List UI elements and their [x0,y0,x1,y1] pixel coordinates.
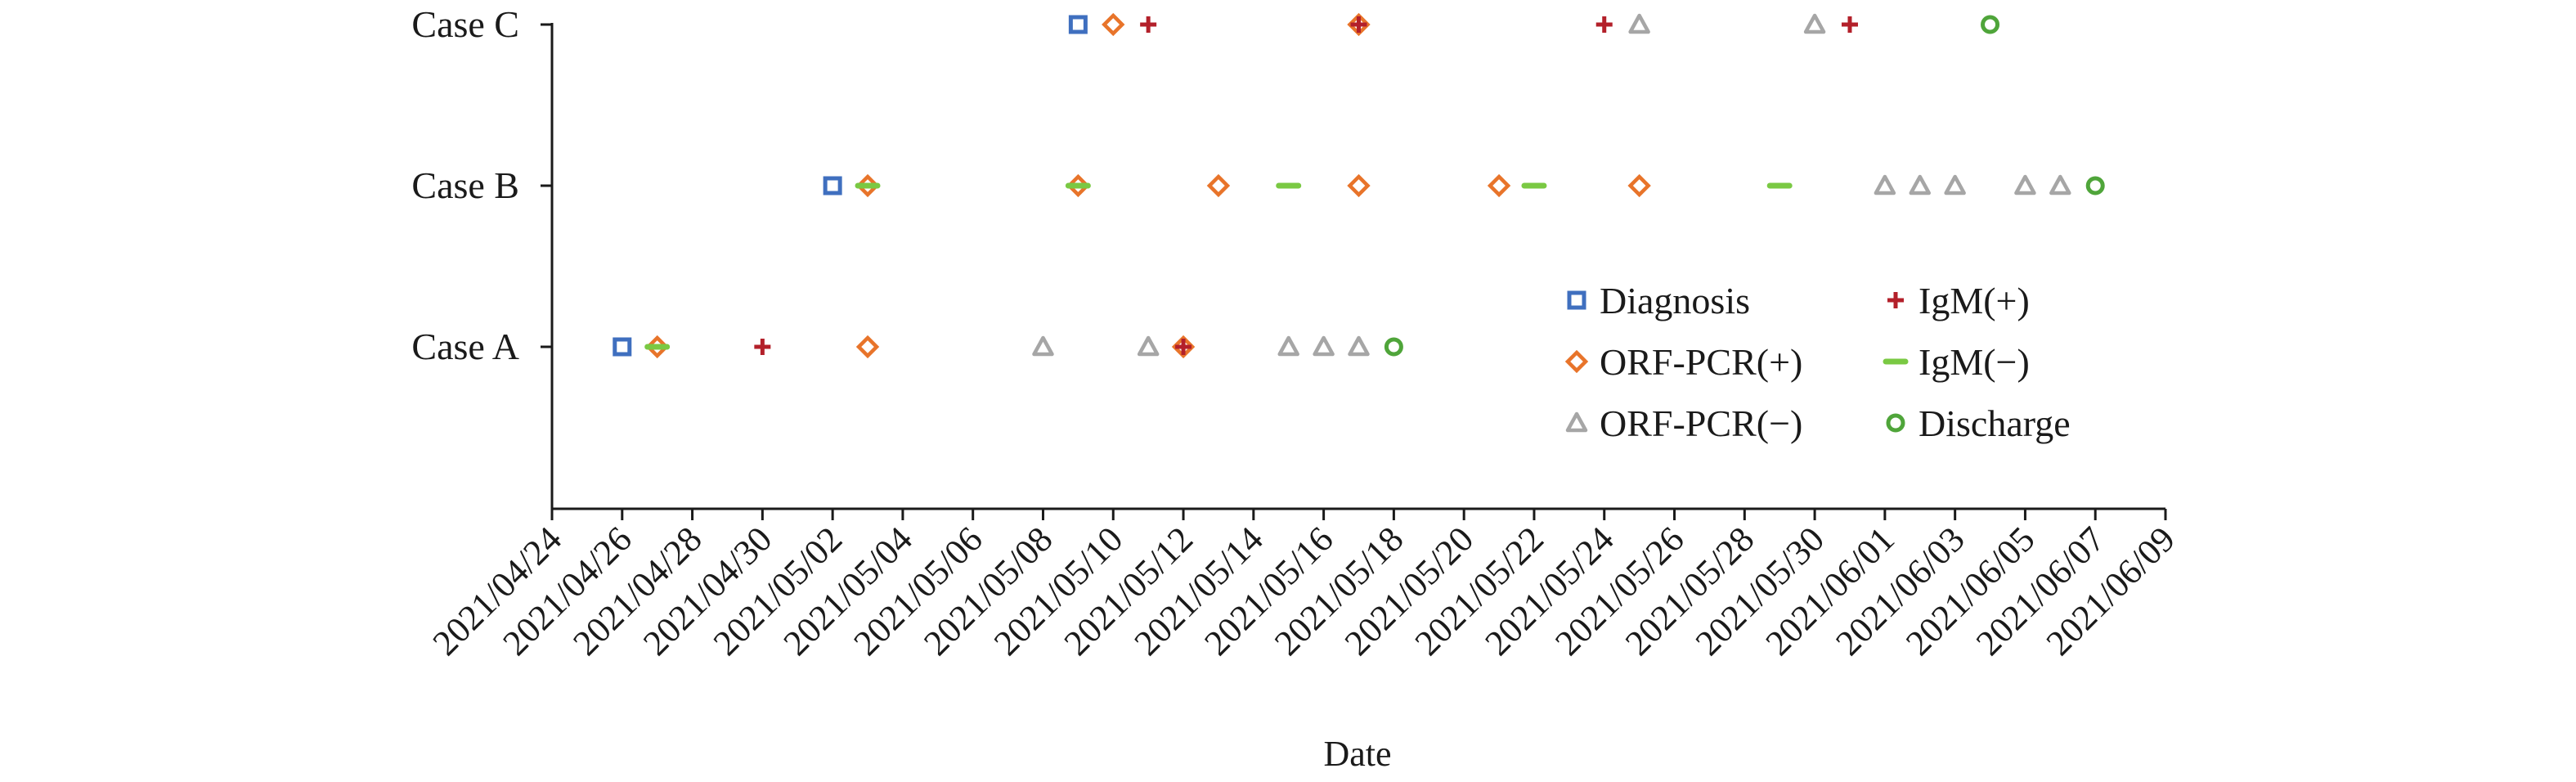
marker-orf-pcr-case-c [1628,13,1650,34]
x-axis-label: Date [1323,734,1391,774]
marker-igm-case-c [1841,16,1858,33]
marker-orf-pcr-case-a [1137,335,1160,357]
marker-orf-pcr-case-b [1206,173,1231,198]
marker-orf-pcr-case-a [1032,335,1054,357]
legend-marker-igm [1887,292,1904,308]
marker-igm-case-c [1595,16,1613,33]
legend-marker-discharge [1886,413,1905,433]
x-tick-labels: 2021/04/242021/04/262021/04/282021/04/30… [425,519,2183,663]
legend-label-orf-pcr: ORF-PCR(−) [1600,402,1802,444]
legend-item-discharge: Discharge [1886,402,2071,444]
legend-item-orf-pcr: ORF-PCR(−) [1565,402,1802,444]
legend-label-diagnosis: Diagnosis [1600,280,1750,321]
marker-orf-pcr-case-c [1102,12,1125,37]
legend-label-orf-pcr: ORF-PCR(+) [1600,341,1802,383]
marker-diagnosis-case-a [613,337,632,357]
legend-marker-diagnosis [1567,290,1586,310]
marker-orf-pcr-case-a [1348,335,1370,357]
y-tick-labels: Case A Case B Case C [411,3,519,367]
legend-item-orf-pcr: ORF-PCR(+) [1564,341,1802,383]
y-tick-label-case-b: Case B [411,164,519,206]
marker-orf-pcr-case-a [855,335,880,359]
marker-igm-case-a [1175,339,1192,355]
marker-discharge-case-b [2085,176,2105,196]
legend-item-diagnosis: Diagnosis [1567,280,1750,321]
legend-label-discharge: Discharge [1919,402,2071,444]
marker-orf-pcr-case-b [1627,173,1651,198]
marker-orf-pcr-case-b [1944,174,1966,196]
y-tick-label-case-a: Case A [411,326,519,367]
marker-orf-pcr-case-b [1909,174,1932,196]
marker-orf-pcr-case-a [1313,335,1335,357]
marker-igm-case-c [1350,16,1367,33]
legend-marker-orf-pcr [1565,411,1588,433]
marker-orf-pcr-case-b [2014,174,2036,196]
y-tick-label-case-c: Case C [411,3,519,45]
marker-orf-pcr-case-b [1487,173,1511,198]
legend-marker-orf-pcr [1564,349,1589,374]
marker-orf-pcr-case-b [1874,174,1896,196]
marker-igm-case-c [1140,16,1157,33]
legend-item-igm: IgM(+) [1887,280,2030,321]
data-markers [613,12,2105,359]
marker-orf-pcr-case-c [1803,13,1826,34]
legend: Diagnosis ORF-PCR(+) ORF-PCR(−) IgM(+) IgM(−… [1564,280,2071,444]
marker-orf-pcr-case-b [1347,173,1371,198]
marker-diagnosis-case-b [823,176,842,196]
marker-diagnosis-case-c [1068,15,1088,34]
marker-discharge-case-a [1384,337,1403,357]
marker-orf-pcr-case-a [1277,335,1299,357]
marker-igm-case-a [754,339,771,355]
legend-label-igm: IgM(−) [1919,341,2030,383]
chart-axes [541,23,2167,520]
legend-item-igm: IgM(−) [1883,341,2030,383]
legend-label-igm: IgM(+) [1919,280,2030,321]
marker-orf-pcr-case-b [2049,174,2071,196]
marker-discharge-case-c [1981,15,2000,34]
